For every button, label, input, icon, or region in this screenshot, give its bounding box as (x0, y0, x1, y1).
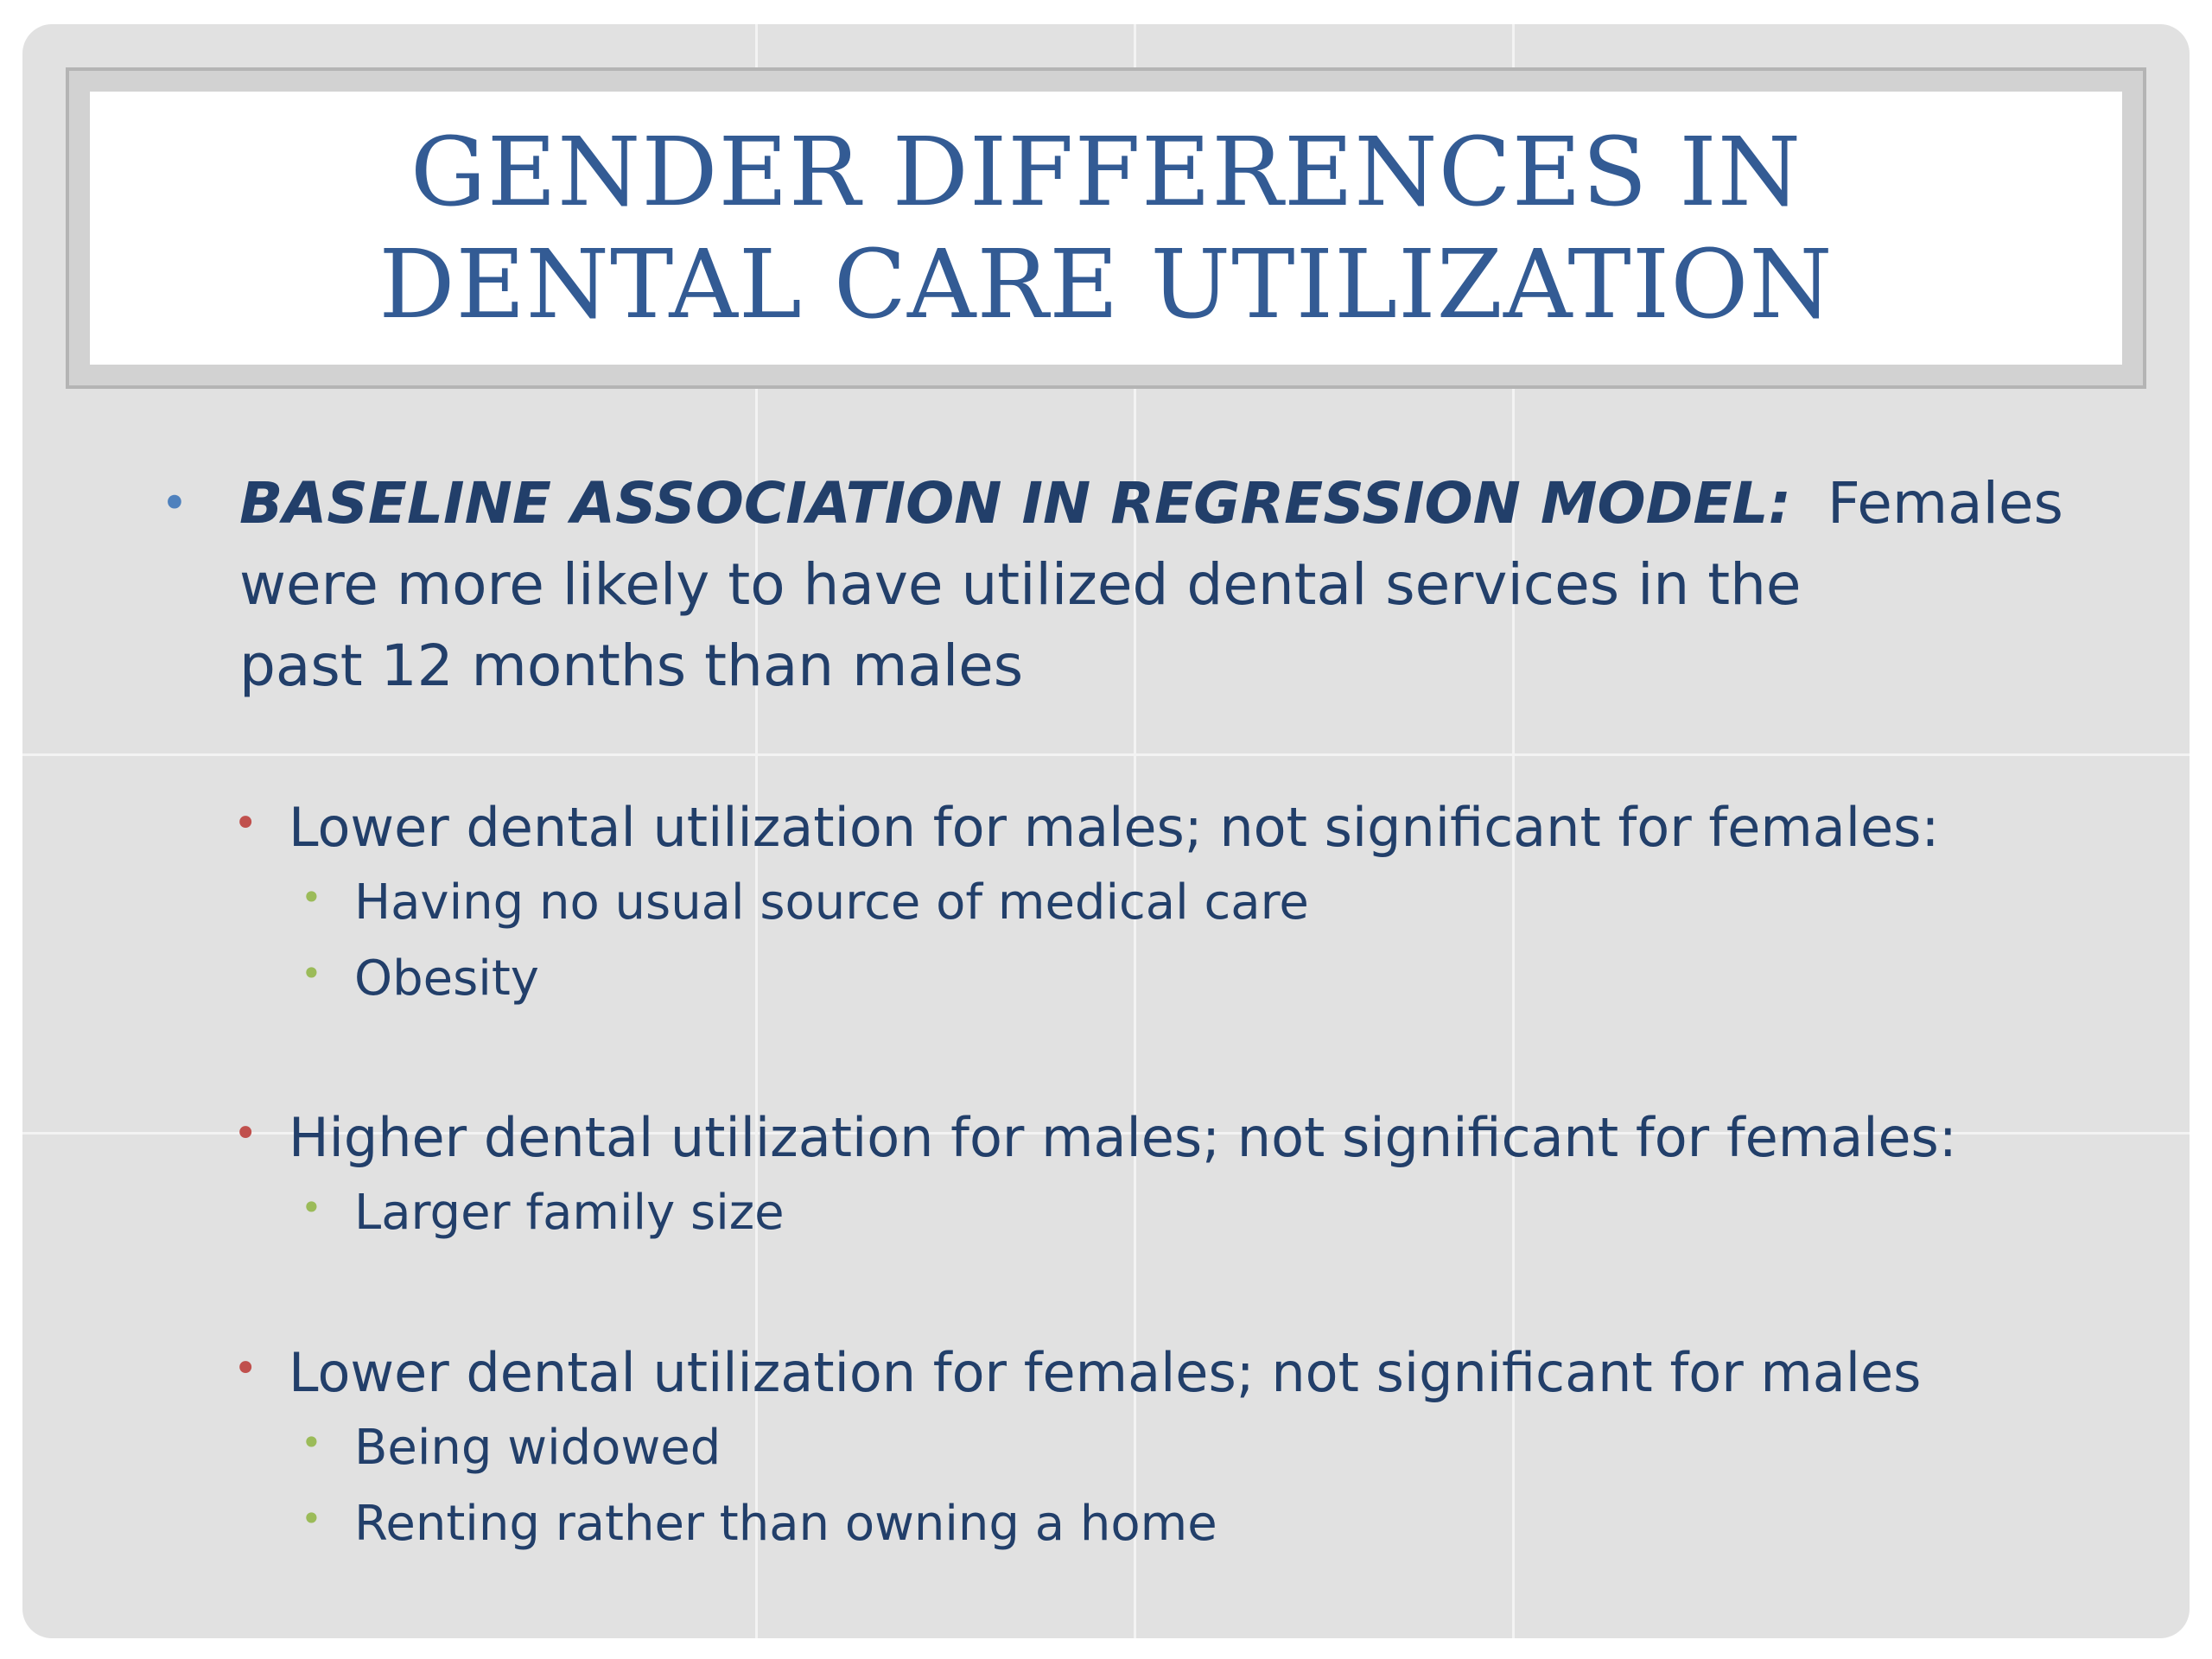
group-heading: Lower dental utilization for males; not … (289, 796, 1940, 859)
bullet-dot-icon: • (233, 799, 258, 848)
background-grid-line (1512, 24, 1515, 1638)
group-heading: Lower dental utilization for females; no… (289, 1341, 1922, 1404)
bullet-dot-icon: • (233, 1109, 258, 1158)
background-grid-line (755, 24, 758, 1638)
list-item: Having no usual source of medical care (354, 874, 1309, 931)
bullet-dot-icon: • (301, 1497, 322, 1540)
bullet-dot-icon: • (301, 1186, 322, 1229)
background-grid-line (1134, 24, 1136, 1638)
group-heading: Higher dental utilization for males; not… (289, 1106, 1957, 1169)
main-bullet-line-1-rest: Females (1827, 470, 2063, 537)
main-bullet-lead: BASELINE ASSOCIATION IN REGRESSION MODEL… (239, 470, 1791, 537)
bullet-dot-icon: • (301, 1421, 322, 1464)
list-item: Renting rather than owning a home (354, 1496, 1217, 1552)
bullet-dot-icon: • (301, 952, 322, 995)
list-item: Larger family size (354, 1185, 785, 1241)
slide-title-line-2: DENTAL CARE UTILIZATION (378, 229, 1834, 340)
bullet-dot-icon: • (233, 1344, 258, 1393)
background-grid-line (22, 1132, 2190, 1135)
bullet-dot-icon: • (161, 476, 188, 531)
main-bullet-line-2: were more likely to have utilized dental… (239, 551, 1802, 618)
title-frame: GENDER DIFFERENCES IN DENTAL CARE UTILIZ… (66, 67, 2146, 389)
list-item: Being widowed (354, 1420, 721, 1476)
list-item: Obesity (354, 950, 539, 1007)
background-grid-line (22, 753, 2190, 756)
main-bullet-line-1: BASELINE ASSOCIATION IN REGRESSION MODEL… (239, 463, 2097, 544)
slide-title-line-1: GENDER DIFFERENCES IN (410, 117, 1802, 227)
slide: GENDER DIFFERENCES IN DENTAL CARE UTILIZ… (22, 24, 2190, 1638)
main-bullet-line-3: past 12 months than males (239, 632, 1024, 699)
bullet-dot-icon: • (301, 876, 322, 918)
slide-title: GENDER DIFFERENCES IN DENTAL CARE UTILIZ… (378, 116, 1833, 340)
main-bullet-text: BASELINE ASSOCIATION IN REGRESSION MODEL… (239, 463, 2097, 707)
title-box: GENDER DIFFERENCES IN DENTAL CARE UTILIZ… (90, 92, 2122, 365)
